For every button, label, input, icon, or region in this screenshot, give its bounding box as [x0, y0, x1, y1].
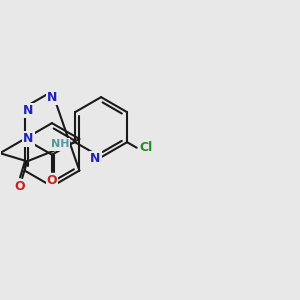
- Text: N: N: [90, 152, 100, 165]
- Text: N: N: [23, 132, 34, 146]
- Text: N: N: [23, 104, 34, 117]
- Text: O: O: [47, 174, 57, 187]
- Text: Cl: Cl: [139, 141, 152, 154]
- Text: N: N: [47, 91, 57, 104]
- Text: NH: NH: [51, 140, 69, 149]
- Text: O: O: [14, 180, 25, 193]
